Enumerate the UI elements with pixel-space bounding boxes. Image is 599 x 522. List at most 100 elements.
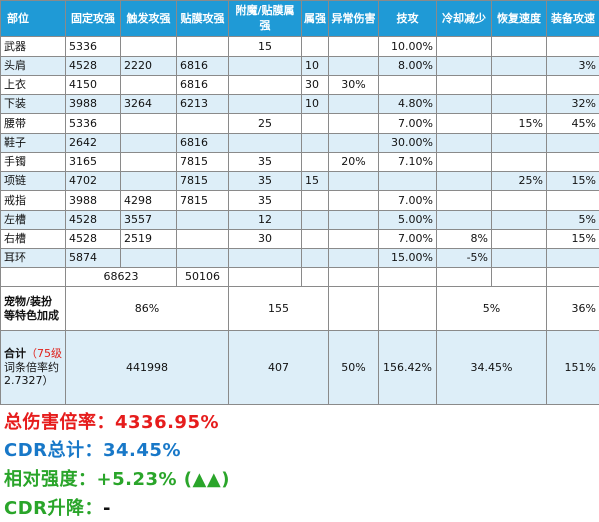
cell-col-atk-speed (546, 132, 599, 153)
table-row: 下装 3988 3264 6213 10 4.80% 32% (0, 94, 599, 115)
cell-col-recovery (491, 228, 547, 250)
cell-col-recovery (491, 248, 547, 269)
cell-col-recovery: 25% (491, 171, 547, 192)
cell-col-atk-speed (546, 151, 599, 173)
cell-col-recovery (491, 74, 547, 96)
cell-col-recovery: 15% (491, 113, 547, 134)
pet-bonus-empty (378, 286, 437, 332)
cell-col-enchant-elem (228, 74, 302, 96)
table-row: 项链 4702 7815 35 15 25% 15% (0, 171, 599, 192)
header-row: 部位 固定攻强 触发攻强 贴膜攻强 附魔/贴膜属强 属强 异常伤害 技攻 冷却减少 恢复速度 装备攻… (0, 0, 599, 38)
cell-col-fixed-atk: 3165 (65, 151, 121, 173)
header-col-trigger-atk: 触发攻强 (120, 0, 177, 38)
cell-col-abnormal: 20% (328, 151, 379, 173)
cell-col-enchant-elem: 15 (228, 36, 302, 57)
cell-col-recovery (491, 36, 547, 57)
cell-col-skill-atk: 7.00% (378, 228, 437, 250)
table-row: 戒指 3988 4298 7815 35 7.00% (0, 190, 599, 211)
cell-col-atk-speed: 5% (546, 209, 599, 230)
table-row: 右槽 4528 2519 30 7.00% 8% 15% (0, 228, 599, 250)
cell-col-trigger-atk (120, 171, 177, 192)
cell-col-film-atk: 7815 (176, 190, 229, 211)
cell-col-film-atk (176, 248, 229, 269)
header-col-enchant-elem: 附魔/贴膜属强 (228, 0, 302, 38)
subtotal-empty (328, 267, 379, 288)
cell-col-abnormal (328, 171, 379, 192)
total-label-level: （75级 (26, 346, 62, 360)
cell-col-cooldown (436, 113, 492, 134)
total-elem: 407 (228, 330, 329, 405)
cell-col-trigger-atk (120, 132, 177, 153)
stats-table: 部位 固定攻强 触发攻强 贴膜攻强 附魔/贴膜属强 属强 异常伤害 技攻 冷却减少 恢复速度 装备攻… (0, 0, 599, 405)
table-row: 头肩 4528 2220 6816 10 8.00% 3% (0, 55, 599, 76)
cell-col-part: 腰带 (0, 113, 66, 134)
total-speed: 151% (546, 330, 599, 405)
pet-bonus-speed: 36% (546, 286, 599, 332)
cell-col-film-atk (176, 36, 229, 57)
cell-col-atk-speed (546, 36, 599, 57)
cell-col-cooldown (436, 74, 492, 96)
cell-col-elem: 10 (301, 94, 329, 115)
total-abnormal: 50% (328, 330, 379, 405)
cell-col-fixed-atk: 4702 (65, 171, 121, 192)
cell-col-part: 耳环 (0, 248, 66, 269)
cell-col-part: 左槽 (0, 209, 66, 230)
cell-col-elem (301, 190, 329, 211)
total-cooldown: 34.45% (436, 330, 547, 405)
cell-col-trigger-atk (120, 36, 177, 57)
cell-col-part: 戒指 (0, 190, 66, 211)
cell-col-recovery (491, 190, 547, 211)
cdr-change: CDR升降：- (4, 494, 111, 520)
cell-col-skill-atk (378, 171, 437, 192)
cell-col-film-atk: 6816 (176, 55, 229, 76)
cell-col-cooldown (436, 55, 492, 76)
subtotal-empty (301, 267, 329, 288)
cell-col-abnormal (328, 132, 379, 153)
cell-col-enchant-elem (228, 94, 302, 115)
cell-col-elem (301, 36, 329, 57)
subtotal-empty (546, 267, 599, 288)
table-row: 腰带 5336 25 7.00% 15% 45% (0, 113, 599, 134)
cell-col-cooldown: -5% (436, 248, 492, 269)
pet-bonus-empty (328, 286, 379, 332)
cell-col-part: 头肩 (0, 55, 66, 76)
cell-col-fixed-atk: 3988 (65, 190, 121, 211)
cell-col-fixed-atk: 5336 (65, 113, 121, 134)
pet-bonus-label: 宠物/装扮等特色加成 (0, 286, 66, 332)
header-col-cooldown: 冷却减少 (436, 0, 492, 38)
pet-bonus-cooldown: 5% (436, 286, 547, 332)
cell-col-skill-atk (378, 74, 437, 96)
cell-col-fixed-atk: 4528 (65, 209, 121, 230)
cell-col-trigger-atk: 2519 (120, 228, 177, 250)
subtotal-row: 68623 50106 (0, 267, 599, 288)
cell-col-skill-atk: 10.00% (378, 36, 437, 57)
cell-col-part: 武器 (0, 36, 66, 57)
pet-bonus-attack: 86% (65, 286, 229, 332)
total-label-suffix: 词条倍率约2.7327） (4, 360, 59, 388)
cdr-change-value: - (103, 498, 111, 519)
cell-col-recovery (491, 209, 547, 230)
relative-strength: 相对强度：+5.23% (▲▲) (4, 469, 230, 490)
subtotal-film-atk: 50106 (176, 267, 229, 288)
cell-col-recovery (491, 94, 547, 115)
cell-col-trigger-atk: 3557 (120, 209, 177, 230)
cell-col-part: 鞋子 (0, 132, 66, 153)
cell-col-atk-speed (546, 74, 599, 96)
header-col-fixed-atk: 固定攻强 (65, 0, 121, 38)
cell-col-cooldown (436, 94, 492, 115)
header-col-elem: 属强 (301, 0, 329, 38)
cell-col-atk-speed: 15% (546, 228, 599, 250)
cell-col-film-atk: 7815 (176, 151, 229, 173)
cell-col-elem (301, 248, 329, 269)
subtotal-empty (228, 267, 302, 288)
cell-col-trigger-atk (120, 151, 177, 173)
cell-col-recovery (491, 132, 547, 153)
cell-col-elem (301, 113, 329, 134)
header-col-abnormal: 异常伤害 (328, 0, 379, 38)
cell-col-cooldown (436, 171, 492, 192)
cdr-total: CDR总计：34.45% (4, 440, 181, 461)
cell-col-abnormal (328, 209, 379, 230)
total-skill: 156.42% (378, 330, 437, 405)
header-col-skill-atk: 技攻 (378, 0, 437, 38)
subtotal-empty (491, 267, 547, 288)
